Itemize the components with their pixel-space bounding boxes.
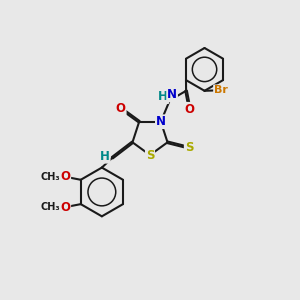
Text: H: H xyxy=(100,150,110,163)
Text: Br: Br xyxy=(214,85,228,95)
Text: O: O xyxy=(185,103,195,116)
Text: H: H xyxy=(158,90,168,103)
Text: O: O xyxy=(60,170,70,183)
Text: S: S xyxy=(146,148,154,162)
Text: N: N xyxy=(167,88,177,101)
Text: CH₃: CH₃ xyxy=(40,202,60,212)
Text: O: O xyxy=(60,201,70,214)
Text: O: O xyxy=(116,102,126,115)
Text: CH₃: CH₃ xyxy=(40,172,60,182)
Text: S: S xyxy=(185,141,193,154)
Text: N: N xyxy=(156,115,166,128)
